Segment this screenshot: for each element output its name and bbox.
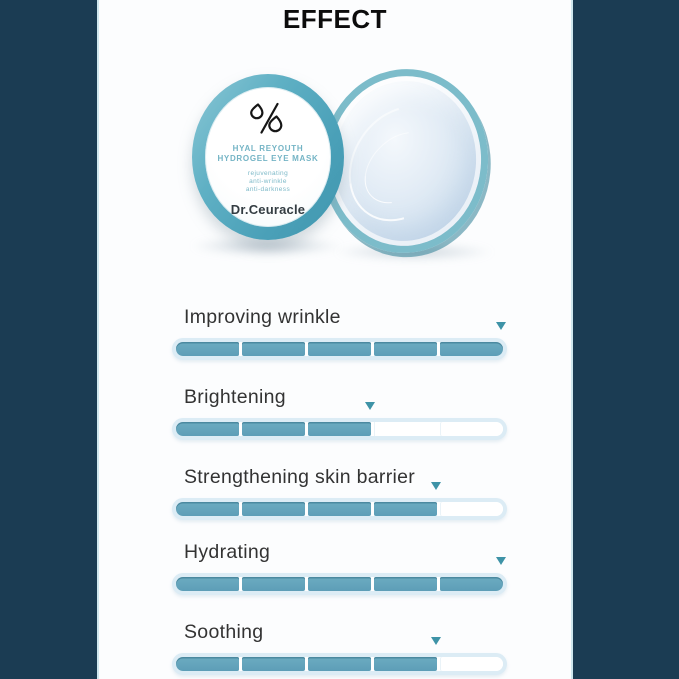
marker-rail <box>176 322 506 332</box>
effect-label: Brightening <box>184 386 286 408</box>
effect-bar-track <box>172 653 507 675</box>
effect-bar-row: Soothing <box>172 621 507 675</box>
triangle-marker-icon <box>365 402 376 410</box>
bar-segment-filled <box>308 577 371 591</box>
bar-segment-filled <box>440 577 503 591</box>
bar-segment-filled <box>242 577 305 591</box>
effect-label: Hydrating <box>184 541 271 563</box>
product-claims: rejuvenating anti-wrinkle anti-darkness <box>246 170 290 194</box>
bar-segment-empty <box>440 657 503 671</box>
jar-shadow <box>191 236 343 256</box>
effect-bar-row: Improving wrinkle <box>172 306 507 360</box>
percent-droplets-logo-icon <box>250 102 283 134</box>
bar-segment-filled <box>242 657 305 671</box>
marker-rail <box>176 557 506 567</box>
brand-name: Dr.Ceuracle <box>230 202 306 217</box>
triangle-marker-icon <box>496 557 506 565</box>
bar-segment-filled <box>242 502 305 516</box>
product-label: HYAL REYOUTH HYDROGEL EYE MASK rejuvenat… <box>205 87 331 227</box>
effect-label: Strengthening skin barrier <box>184 466 416 488</box>
effect-bar-track <box>172 418 507 440</box>
claim: rejuvenating <box>247 170 289 177</box>
page-title: EFFECT <box>282 4 388 34</box>
effect-bar-segments <box>176 342 503 356</box>
bar-segment-filled <box>176 657 239 671</box>
product-photo: HYAL REYOUTH HYDROGEL EYE MASK rejuvenat… <box>99 0 571 290</box>
bar-segment-filled <box>440 342 503 356</box>
bar-segment-filled <box>176 502 239 516</box>
product-name-line2: HYDROGEL EYE MASK <box>217 154 319 163</box>
effect-bar-track <box>172 338 507 360</box>
effect-bar-segments <box>176 577 503 591</box>
effect-bar-row: Strengthening skin barrier <box>172 466 507 520</box>
bar-segment-filled <box>308 502 371 516</box>
bar-segment-filled <box>374 577 437 591</box>
bar-segment-filled <box>176 577 239 591</box>
bar-segment-filled <box>374 502 437 516</box>
claim: anti-darkness <box>245 186 291 193</box>
bar-segment-filled <box>374 342 437 356</box>
bar-segment-filled <box>176 342 239 356</box>
content-panel: EFFECT HYAL RE <box>97 0 573 679</box>
marker-rail <box>176 402 503 412</box>
bar-segment-filled <box>242 422 305 436</box>
bar-segment-empty <box>374 422 437 436</box>
marker-rail <box>176 482 503 492</box>
effect-bar-track <box>172 498 507 520</box>
bar-segment-filled <box>242 342 305 356</box>
triangle-marker-icon <box>430 637 441 645</box>
effect-bar-track <box>172 573 507 595</box>
product-name: HYAL REYOUTH HYDROGEL EYE MASK <box>217 144 318 164</box>
effect-label: Soothing <box>184 621 264 643</box>
bar-segment-empty <box>440 502 503 516</box>
effect-bar-segments <box>176 657 503 671</box>
effect-label: Improving wrinkle <box>184 306 341 328</box>
triangle-marker-icon <box>430 482 441 490</box>
bar-segment-filled <box>308 342 371 356</box>
effect-bar-row: Brightening <box>172 386 507 440</box>
claim: anti-wrinkle <box>249 178 287 185</box>
marker-rail <box>176 637 503 647</box>
effect-bar-segments <box>176 502 503 516</box>
bar-segment-filled <box>374 657 437 671</box>
product-jar-lid: HYAL REYOUTH HYDROGEL EYE MASK rejuvenat… <box>192 74 344 240</box>
effect-bar-row: Hydrating <box>172 541 507 595</box>
bar-segment-filled <box>176 422 239 436</box>
bar-segment-filled <box>308 422 371 436</box>
bar-segment-filled <box>308 657 371 671</box>
product-name-line1: HYAL REYOUTH <box>232 144 304 153</box>
effect-bar-segments <box>176 422 503 436</box>
triangle-marker-icon <box>496 322 506 330</box>
bar-segment-empty <box>440 422 503 436</box>
